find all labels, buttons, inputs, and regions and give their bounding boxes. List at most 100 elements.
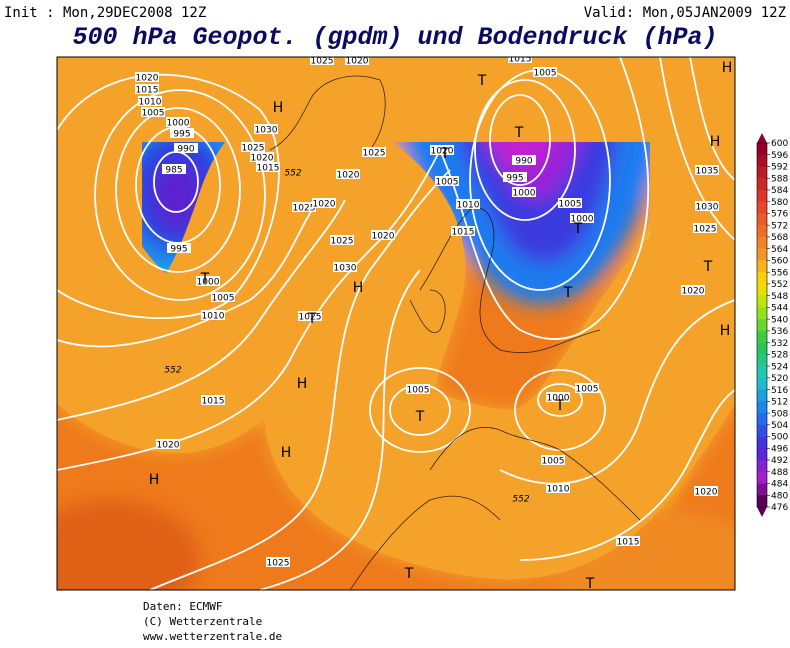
label-box: [266, 557, 290, 567]
colorbar-cell: [757, 189, 767, 203]
colorbar-label: 580: [771, 198, 788, 208]
colorbar-cell: [757, 248, 767, 261]
colorbar-cell: [757, 307, 767, 320]
label-box: [546, 483, 570, 493]
label-box: [570, 213, 594, 223]
label-box: [695, 201, 719, 211]
source: Daten: ECMWF: [143, 600, 222, 613]
isobar-label: 995: [170, 245, 187, 255]
label-box: [254, 124, 278, 134]
pressure-center: T: [573, 221, 583, 237]
label-box: [512, 187, 536, 197]
label-box: [135, 72, 159, 82]
isobar-label: 1025: [242, 144, 265, 154]
isobar-label: 1020: [313, 200, 336, 210]
label-box: [310, 57, 334, 65]
pressure-center: H: [149, 472, 160, 488]
isobar-label: 995: [506, 174, 523, 184]
pressure-center: T: [200, 271, 210, 287]
label-box: [681, 285, 705, 295]
colorbar-label: 552: [771, 280, 788, 290]
colorbar-label: 536: [771, 327, 788, 337]
isobar-label: 1000: [513, 189, 536, 199]
isobar-label: 1005: [534, 69, 557, 79]
pressure-center: H: [281, 445, 292, 461]
label-box: [141, 107, 165, 117]
colorbar-label: 516: [771, 386, 788, 396]
label-box: [503, 172, 527, 182]
isobar-label: 1015: [136, 86, 159, 96]
height-contour: [57, 57, 735, 494]
colorbar-cell: [757, 201, 767, 214]
isobar-label: 1025: [267, 559, 290, 569]
colorbar-label: 540: [771, 315, 788, 325]
isobar-label: 1020: [372, 232, 395, 242]
colorbar-label: 588: [771, 174, 788, 184]
isobar-label: 1010: [202, 312, 225, 322]
label-box: [693, 223, 717, 233]
colorbar-label: 564: [771, 245, 788, 255]
colorbar-cell: [757, 319, 767, 332]
colorbar-label: 600: [771, 139, 788, 149]
pressure-center: H: [297, 376, 308, 392]
isobar-label: 1025: [299, 313, 322, 323]
isobar-label: 1020: [251, 154, 274, 164]
isobar-label: 1005: [407, 386, 430, 396]
pressure-center: T: [307, 311, 317, 327]
colorbar-cell: [757, 460, 767, 473]
map-title: 500 hPa Geopot. (gpdm) und Bodendruck (h…: [72, 23, 717, 52]
isobar-label: 1025: [293, 204, 316, 214]
map-field: 1020101510101005100099599098599510001005…: [57, 57, 735, 590]
label-box: [138, 96, 162, 106]
colorbar-label: 520: [771, 374, 788, 384]
copyright: (C) Wetterzentrale: [143, 615, 262, 628]
colorbar-label: 548: [771, 292, 788, 302]
pressure-center: H: [720, 323, 731, 339]
pressure-center: H: [353, 280, 364, 296]
label-box: [558, 198, 582, 208]
colorbar-label: 508: [771, 409, 788, 419]
colorbar-label: 576: [771, 210, 788, 220]
pressure-center: T: [563, 285, 573, 301]
colorbar-label: 512: [771, 398, 788, 408]
colorbar-label: 496: [771, 444, 788, 454]
label-box: [156, 439, 180, 449]
label-box: [333, 262, 357, 272]
label-box: [330, 235, 354, 245]
isobar-label: 1020: [682, 287, 705, 297]
label-box: [170, 128, 194, 138]
colorbar-label: 492: [771, 456, 788, 466]
colorbar-cell: [757, 330, 767, 344]
isobar-label: 1010: [547, 485, 570, 495]
colorbar-label: 544: [771, 304, 788, 314]
isobar-label: 1005: [559, 200, 582, 210]
pressure-center: T: [415, 409, 425, 425]
isobar-label: 985: [165, 166, 182, 176]
colorbar-label: 568: [771, 233, 788, 243]
isobar-label: 1025: [694, 225, 717, 235]
isobar-label: 1000: [547, 394, 570, 404]
isobar-label: 1025: [331, 237, 354, 247]
isobar-label: 1025: [363, 149, 386, 159]
colorbar-label: 560: [771, 257, 788, 267]
isobar-label: 1015: [452, 228, 475, 238]
isobar-label: 1020: [346, 57, 369, 67]
colorbar-arrow-top: [757, 133, 767, 143]
colorbar-cell: [757, 225, 767, 238]
isobar-label: 1025: [311, 57, 334, 67]
isobar-label: 1020: [695, 488, 718, 498]
isobar-label: 1005: [142, 109, 165, 119]
isobar-label: 1020: [157, 441, 180, 451]
colorbar-label: 484: [771, 480, 788, 490]
label-box: [167, 243, 191, 253]
isobar-label: 1010: [139, 98, 162, 108]
label-box: [312, 198, 336, 208]
label-box: [575, 383, 599, 393]
colorbar-label: 500: [771, 433, 788, 443]
colorbar-label: 476: [771, 503, 788, 513]
isobar-label: 995: [173, 130, 190, 140]
colorbar-cell: [757, 354, 767, 367]
isobar-label: 1000: [167, 119, 190, 129]
colorbar-cell: [757, 154, 767, 167]
